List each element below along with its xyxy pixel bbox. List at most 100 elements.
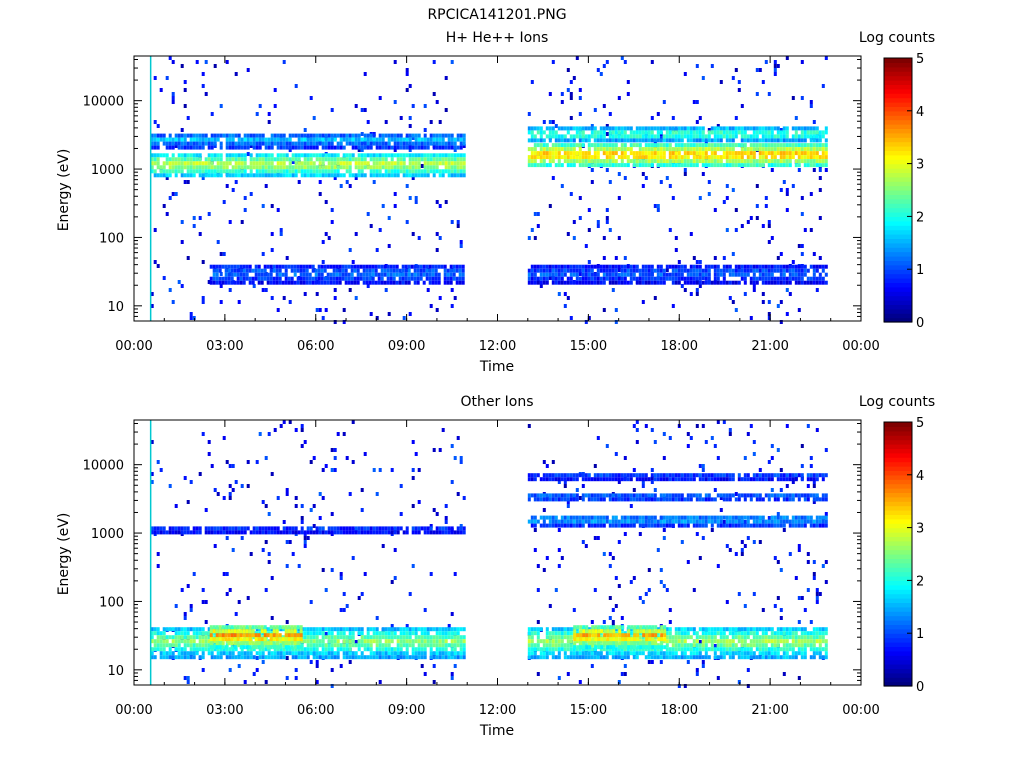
spectrogram-cell [545, 268, 549, 273]
spectrogram-cell [701, 126, 705, 131]
spectrogram-cell [327, 627, 331, 632]
spectrogram-cell [536, 143, 540, 148]
spectrogram-cell [803, 228, 807, 232]
spectrogram-cell [261, 655, 265, 660]
spectrogram-cell [165, 153, 169, 158]
spectrogram-cell [221, 280, 225, 285]
spectrogram-cell [249, 655, 253, 660]
spectrogram-cell [740, 134, 744, 139]
spectrogram-cell [270, 576, 274, 580]
spectrogram-cell [315, 133, 319, 138]
spectrogram-cell [462, 651, 466, 656]
spectrogram-cell [264, 588, 268, 592]
spectrogram-cell [713, 488, 717, 492]
spectrogram-cell [444, 643, 448, 648]
spectrogram-cell [794, 143, 798, 148]
spectrogram-cell [284, 264, 288, 269]
spectrogram-cell [605, 124, 609, 128]
spectrogram-cell [638, 532, 642, 536]
spectrogram-cell [453, 572, 457, 576]
spectrogram-cell [701, 163, 705, 168]
spectrogram-cell [288, 141, 292, 146]
spectrogram-cell [237, 530, 241, 535]
spectrogram-cell [263, 629, 267, 634]
spectrogram-cell [372, 165, 376, 170]
spectrogram-cell [689, 280, 693, 285]
spectrogram-cell [438, 651, 442, 656]
spectrogram-cell [761, 280, 765, 285]
spectrogram-cell [366, 655, 370, 660]
colorbar-segment [884, 247, 912, 253]
spectrogram-cell [267, 627, 271, 632]
spectrogram-cell [260, 276, 264, 281]
colorbar-segment [884, 58, 912, 63]
spectrogram-cell [444, 153, 448, 158]
spectrogram-cell [351, 635, 355, 640]
spectrogram-cell [680, 130, 684, 135]
spectrogram-cell [450, 220, 454, 224]
spectrogram-cell [282, 296, 286, 300]
spectrogram-cell [444, 165, 448, 170]
spectrogram-cell [305, 272, 309, 277]
spectrogram-cell [737, 268, 741, 273]
spectrogram-cell [303, 128, 307, 132]
spectrogram-cell [821, 280, 825, 285]
spectrogram-cell [713, 256, 717, 260]
spectrogram-cell [171, 60, 175, 64]
spectrogram-cell [740, 268, 744, 273]
spectrogram-cell [695, 268, 699, 273]
spectrogram-cell [704, 147, 708, 152]
spectrogram-cell [266, 276, 270, 281]
spectrogram-cell [441, 643, 445, 648]
spectrogram-cell [320, 280, 324, 285]
spectrogram-cell [725, 228, 729, 232]
spectrogram-cell [698, 116, 702, 120]
spectrogram-cell [416, 276, 420, 281]
spectrogram-cell [174, 504, 178, 508]
spectrogram-cell [281, 625, 285, 630]
spectrogram-cell [254, 272, 258, 277]
spectrogram-cell [432, 655, 436, 660]
spectrogram-cell [737, 680, 741, 684]
spectrogram-cell [224, 276, 228, 281]
spectrogram-cell [405, 643, 409, 648]
spectrogram-cell [278, 633, 282, 638]
spectrogram-cell [551, 460, 555, 464]
spectrogram-cell [330, 108, 334, 112]
spectrogram-cell [734, 155, 738, 160]
spectrogram-cell [647, 130, 651, 135]
spectrogram-cell [431, 264, 435, 269]
spectrogram-cell [668, 126, 672, 131]
spectrogram-cell [608, 552, 612, 556]
spectrogram-cell [219, 530, 223, 535]
spectrogram-cell [177, 631, 181, 636]
spectrogram-cell [216, 530, 220, 535]
spectrogram-cell [426, 627, 430, 632]
spectrogram-cell [674, 126, 678, 131]
spectrogram-cell [456, 492, 460, 496]
spectrogram-cell [432, 92, 436, 96]
spectrogram-cell [644, 159, 648, 164]
spectrogram-cell [297, 530, 301, 535]
spectrogram-cell [234, 72, 238, 76]
spectrogram-cell [746, 432, 750, 436]
spectrogram-cell [533, 134, 537, 139]
spectrogram-cell [698, 147, 702, 152]
spectrogram-cell [263, 625, 267, 630]
spectrogram-cell [219, 272, 223, 276]
spectrogram-cell [776, 448, 780, 452]
spectrogram-cell [236, 625, 240, 630]
spectrogram-cell [186, 526, 190, 531]
spectrogram-cell [201, 176, 205, 180]
spectrogram-cell [417, 643, 421, 648]
spectrogram-cell [309, 169, 313, 174]
spectrogram-cell [225, 133, 229, 138]
spectrogram-cell [159, 635, 163, 640]
spectrogram-cell [281, 641, 285, 646]
spectrogram-cell [375, 153, 379, 158]
spectrogram-cell [321, 627, 325, 632]
colorbar-segment [884, 198, 912, 204]
spectrogram-cell [800, 244, 804, 248]
spectrogram-cell [785, 288, 789, 292]
spectrogram-cell [377, 276, 381, 281]
